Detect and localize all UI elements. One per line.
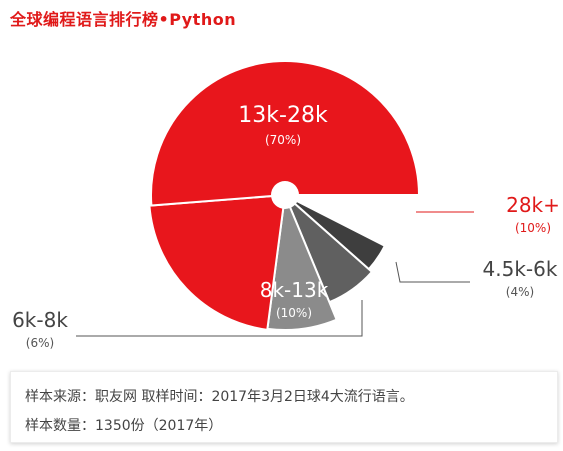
source-note: 样本来源：职友网 取样时间：2017年3月2日球4大流行语言。 样本数量：135…	[10, 371, 558, 443]
slice-percent-label: (10%)	[515, 221, 551, 235]
chart-title: 全球编程语言排行榜•Python	[10, 10, 237, 29]
slice-labels: 13k-28k (70%) 28k+ (10%) 4.5k-6k (4%) 8k-13k (1…	[12, 103, 560, 350]
leader-lines	[76, 211, 474, 337]
slice-label: 13k-28k	[238, 103, 328, 128]
source-line-1: 样本来源：职友网 取样时间：2017年3月2日球4大流行语言。	[25, 389, 414, 405]
slice-percent-label: (10%)	[276, 306, 312, 320]
slice-label: 4.5k-6k	[483, 257, 558, 281]
pie-chart: 13k-28k (70%) 28k+ (10%) 4.5k-6k (4%) 8k-13k (1…	[12, 60, 560, 350]
slice-label: 8k-13k	[260, 278, 329, 302]
pie-slices	[148, 60, 421, 332]
slice-label: 6k-8k	[12, 308, 68, 332]
pie-slice	[150, 60, 421, 207]
slice-label: 28k+	[506, 193, 560, 217]
source-line-2: 样本数量：1350份（2017年）	[25, 418, 223, 434]
leader-line	[395, 261, 470, 283]
slice-percent-label: (70%)	[265, 133, 301, 147]
leader-line	[76, 300, 363, 337]
pie-center-hole	[271, 181, 299, 209]
slice-percent-label: (4%)	[506, 285, 534, 299]
pie-slice	[148, 193, 287, 331]
slice-percent-label: (6%)	[26, 336, 54, 350]
